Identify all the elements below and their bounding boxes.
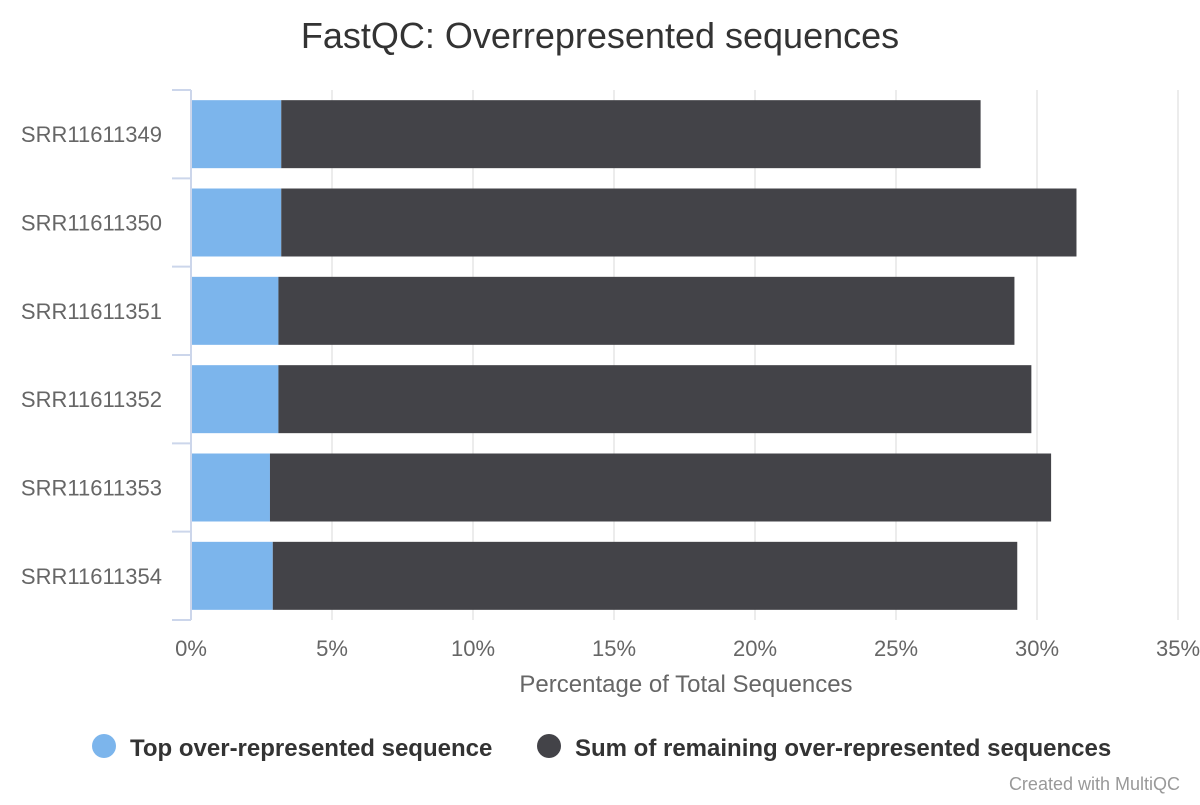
y-category-label: SRR11611352 [21,387,162,412]
bar-segment-series-1[interactable] [278,276,1015,345]
axes: 0% 5% 10% 15% 20% 25% 30% 35% SRR11611349 SRR1161… [21,89,1200,661]
legend-label: Top over-represented sequence [130,735,492,762]
chart-title: FastQC: Overrepresented sequences [301,15,899,56]
x-tick-label: 5% [316,636,348,661]
y-category-label: SRR11611354 [21,564,162,589]
bar-segment-series-1[interactable] [281,188,1077,257]
x-tick-label: 35% [1156,636,1200,661]
legend-item[interactable]: Top over-represented sequence [92,734,492,762]
y-category-label: SRR11611353 [21,476,162,501]
bar-segment-series-1[interactable] [269,453,1052,522]
bar-segment-series-0[interactable] [191,453,270,522]
bar-segment-series-1[interactable] [278,365,1032,434]
x-tick-label: 15% [592,636,636,661]
x-tick-label: 10% [451,636,495,661]
bar-segment-series-1[interactable] [272,541,1018,610]
y-category-label: SRR11611350 [21,211,162,236]
credit-text[interactable]: Created with MultiQC [1009,774,1180,794]
bar-segment-series-1[interactable] [281,100,981,169]
legend-marker [92,734,116,758]
x-axis-title: Percentage of Total Sequences [519,671,852,698]
legend: Top over-represented sequence Sum of rema… [92,734,1111,762]
x-tick-label: 25% [874,636,918,661]
x-tick-label: 0% [175,636,207,661]
bar-segment-series-0[interactable] [191,541,273,610]
bars [191,100,1077,610]
bar-segment-series-0[interactable] [191,100,282,169]
grid-lines [331,90,1179,620]
bar-segment-series-0[interactable] [191,365,279,434]
y-category-label: SRR11611349 [21,122,162,147]
legend-item[interactable]: Sum of remaining over-represented sequen… [537,734,1111,762]
bar-segment-series-0[interactable] [191,188,282,257]
x-tick-label: 30% [1015,636,1059,661]
bar-segment-series-0[interactable] [191,276,279,345]
legend-marker [537,734,561,758]
y-category-label: SRR11611351 [21,299,162,324]
legend-label: Sum of remaining over-represented sequen… [575,735,1111,762]
x-tick-label: 20% [733,636,777,661]
